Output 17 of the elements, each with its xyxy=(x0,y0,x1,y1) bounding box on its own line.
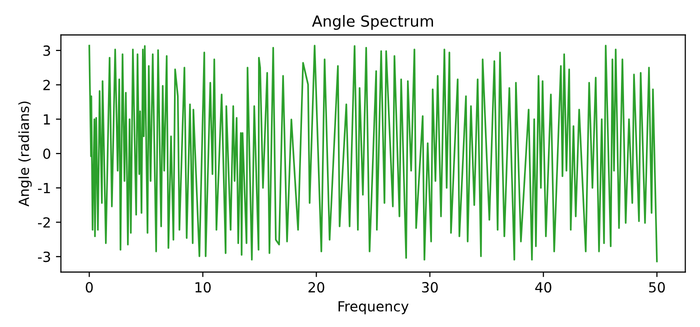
x-tick-label: 0 xyxy=(86,282,93,293)
y-tick-label: 3 xyxy=(43,45,50,56)
y-tick-label: -1 xyxy=(38,183,50,194)
y-tick-label: -3 xyxy=(38,252,50,262)
line-series xyxy=(88,44,658,262)
y-tick-label: -2 xyxy=(38,217,50,228)
x-axis-title: Frequency xyxy=(338,301,409,314)
y-tick-label: 0 xyxy=(43,148,50,159)
x-tick-label: 40 xyxy=(535,282,552,293)
y-tick-label: 2 xyxy=(43,80,50,90)
chart-title: Angle Spectrum xyxy=(312,15,433,30)
x-tick-label: 10 xyxy=(196,282,211,293)
x-tick-label: 20 xyxy=(308,282,324,293)
y-tick-label: 1 xyxy=(44,114,50,124)
x-tick-label: 50 xyxy=(649,282,665,293)
x-tick-label: 30 xyxy=(422,282,438,293)
y-axis-title: Angle (radians) xyxy=(18,102,32,207)
